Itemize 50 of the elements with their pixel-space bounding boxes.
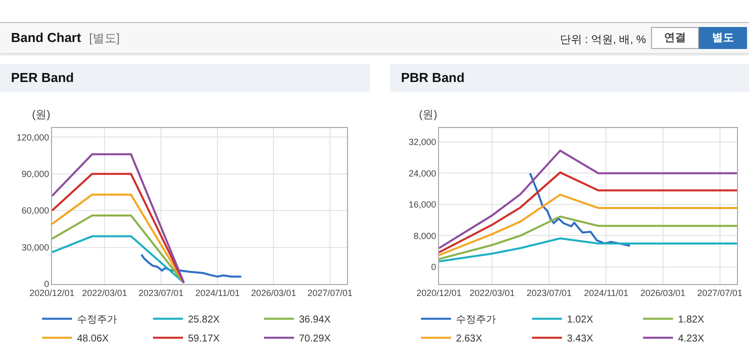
x-tick-label: 2020/12/01	[29, 288, 75, 298]
legend-label: 59.17X	[188, 334, 220, 345]
text: [별도]	[89, 31, 120, 45]
chart-title: PER Band	[0, 64, 370, 92]
y-tick-label: 0	[431, 262, 436, 272]
legend-label: 3.43X	[567, 334, 594, 345]
line-series	[529, 172, 631, 247]
legend-label: 1.02X	[567, 314, 594, 326]
legend-label: 70.29X	[299, 334, 332, 345]
y-tick-label: 24,000	[408, 168, 436, 178]
line-series	[439, 150, 737, 250]
text: 연결	[651, 27, 699, 49]
y-tick-label: 90,000	[22, 169, 50, 180]
legend-label: 2.63X	[456, 334, 482, 345]
legend-label: 수정주가	[456, 314, 496, 326]
legend-label: 수정주가	[77, 314, 117, 326]
x-tick-label: 2027/07/01	[697, 288, 742, 298]
x-tick-label: 2027/07/01	[307, 288, 353, 298]
legend-label: 36.94X	[299, 314, 332, 326]
x-tick-label: 2026/03/01	[640, 288, 686, 298]
y-tick-label: 30,000	[22, 242, 50, 252]
text: Band Chart	[11, 30, 82, 45]
line-series	[439, 237, 737, 262]
x-tick-label: 2020/12/01	[416, 288, 462, 298]
legend-label: 1.82X	[678, 314, 704, 326]
legend-label: 48.06X	[77, 334, 110, 345]
x-tick-label: 2024/11/01	[584, 288, 628, 298]
line-series	[439, 194, 737, 256]
y-tick-label: 8,000	[414, 230, 436, 241]
chart-title: PBR Band	[390, 64, 749, 92]
line-series	[140, 254, 242, 278]
x-tick-label: 2022/03/01	[470, 288, 515, 298]
legend-label: 4.23X	[678, 334, 704, 345]
text: 별도	[699, 27, 747, 49]
x-tick-label: 2026/03/01	[251, 288, 296, 298]
y-axis-title: (원)	[419, 109, 438, 121]
line-series	[439, 171, 737, 254]
y-axis-title: (원)	[32, 109, 50, 121]
x-tick-label: 2023/07/01	[138, 288, 184, 298]
x-tick-label: 2024/11/01	[195, 288, 240, 298]
y-tick-label: 16,000	[408, 200, 436, 210]
text: 단위 : 억원, 배, %	[560, 33, 646, 47]
x-tick-label: 2023/07/01	[526, 288, 572, 298]
x-tick-label: 2022/03/01	[82, 288, 128, 298]
line-series	[439, 216, 737, 260]
y-tick-label: 0	[44, 279, 50, 290]
y-tick-label: 60,000	[22, 206, 50, 216]
y-tick-label: 32,000	[408, 137, 436, 148]
legend-label: 25.82X	[188, 314, 220, 326]
y-tick-label: 120,000	[16, 132, 50, 142]
